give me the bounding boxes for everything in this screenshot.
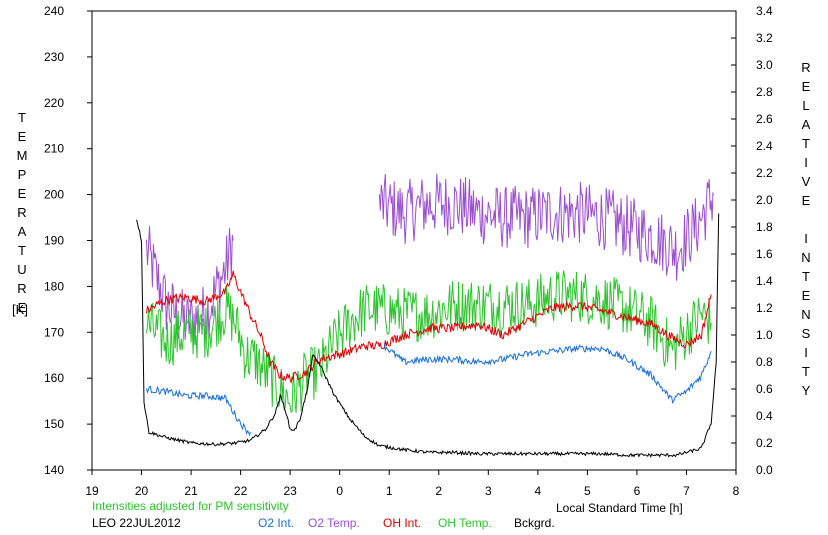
adjusted-note: Intensities adjusted for PM sensitivity: [92, 499, 289, 513]
series-line-bckgrd: [136, 213, 720, 458]
left-axis-letter: E: [17, 300, 27, 315]
legend-item: OH Temp.: [438, 516, 492, 530]
left-axis-letter: R: [17, 281, 27, 296]
right-axis: 0.0 0.2 0.4 0.6 0.8 1.0 1.2 1.4 1.6 1.8 2.0 2.2 2.4 2…: [731, 4, 773, 477]
right-tick-label: 0.6: [756, 382, 773, 396]
series-line-o2-int: [146, 385, 251, 437]
x-tick-label: 2: [435, 484, 442, 498]
right-tick-label: 1.4: [756, 274, 773, 288]
right-axis-letter: L: [802, 98, 810, 113]
left-tick-label: 170: [44, 325, 64, 339]
x-tick-label: 23: [283, 484, 297, 498]
x-tick-label: 4: [535, 484, 542, 498]
right-tick-label: 2.0: [756, 193, 773, 207]
right-tick-label: 2.2: [756, 166, 773, 180]
left-axis-letter: U: [17, 262, 27, 277]
right-axis-letter: T: [802, 269, 810, 284]
left-tick-label: 160: [44, 371, 64, 385]
x-tick-label: 8: [733, 484, 740, 498]
left-tick-label: 140: [44, 463, 64, 477]
right-axis-letter: I: [804, 155, 808, 170]
x-tick-label: 7: [683, 484, 690, 498]
left-axis: 140 150 160 170 180 190 200 210 220 230 240: [44, 4, 92, 477]
right-axis-letter: R: [801, 60, 811, 75]
right-axis-letter: T: [802, 136, 810, 151]
left-axis-unit: [K]: [12, 302, 28, 317]
right-axis-letter: I: [804, 231, 808, 246]
x-tick-label: 21: [184, 484, 198, 498]
right-axis-letter: E: [801, 288, 811, 303]
right-tick-label: 3.0: [756, 58, 773, 72]
left-axis-letter: A: [17, 224, 27, 239]
left-tick-label: 210: [44, 142, 64, 156]
left-tick-label: 190: [44, 234, 64, 248]
right-tick-label: 1.8: [756, 220, 773, 234]
legend-item: O2 Temp.: [308, 516, 360, 530]
right-tick-label: 1.6: [756, 247, 773, 261]
right-tick-label: 1.0: [756, 328, 773, 342]
x-axis-label: Local Standard Time [h]: [556, 501, 683, 515]
left-axis-letter: E: [17, 186, 27, 201]
series-line-o2-temp: [378, 173, 715, 281]
right-tick-label: 3.2: [756, 31, 773, 45]
x-tick-label: 6: [634, 484, 641, 498]
right-tick-label: 2.8: [756, 85, 773, 99]
left-axis-letter: T: [18, 243, 26, 258]
series-line-oh-temp: [146, 270, 712, 414]
right-tick-label: 0.0: [756, 463, 773, 477]
x-tick-label: 3: [485, 484, 492, 498]
x-tick-label: 20: [135, 484, 149, 498]
right-axis-letter: T: [802, 364, 810, 379]
left-axis-letter: M: [16, 148, 28, 163]
x-tick-label: 22: [234, 484, 248, 498]
right-axis-letter: N: [801, 250, 811, 265]
left-axis-letter: R: [17, 205, 27, 220]
x-axis: 19 20 21 22 23 0 1 2 3 4 5 6 7 8: [85, 470, 740, 498]
x-tick-label: 0: [336, 484, 343, 498]
station-date-label: LEO 22JUL2012: [92, 516, 181, 530]
right-tick-label: 0.2: [756, 436, 773, 450]
legend-item: OH Int.: [383, 516, 422, 530]
right-tick-label: 3.4: [756, 4, 773, 18]
right-axis-letter: [796, 210, 816, 229]
right-axis-letter: E: [801, 193, 811, 208]
x-tick-label: 19: [85, 484, 99, 498]
legend-item: O2 Int.: [258, 516, 295, 530]
left-tick-label: 230: [44, 50, 64, 64]
right-axis-letter: A: [801, 117, 811, 132]
right-axis-letter: V: [801, 174, 811, 189]
right-tick-label: 0.4: [756, 409, 773, 423]
left-tick-label: 180: [44, 279, 64, 293]
series-line-oh-int: [146, 270, 712, 385]
right-axis-letter: S: [801, 326, 811, 341]
left-tick-label: 220: [44, 96, 64, 110]
left-tick-label: 240: [44, 4, 64, 18]
right-axis-letter: I: [804, 345, 808, 360]
series-layer: [136, 173, 720, 458]
left-axis-letter: P: [17, 167, 27, 182]
left-axis-letter: T: [18, 110, 26, 125]
right-axis-letter: N: [801, 307, 811, 322]
right-tick-label: 2.6: [756, 112, 773, 126]
left-tick-label: 200: [44, 188, 64, 202]
right-axis-letter: E: [801, 79, 811, 94]
x-tick-label: 5: [584, 484, 591, 498]
left-tick-label: 150: [44, 417, 64, 431]
right-tick-label: 2.4: [756, 139, 773, 153]
x-tick-label: 1: [386, 484, 393, 498]
right-axis-letter: Y: [801, 383, 811, 398]
legend-item: Bckgrd.: [514, 516, 555, 530]
series-line-o2-int: [383, 343, 712, 404]
left-axis-letter: E: [17, 129, 27, 144]
right-tick-label: 0.8: [756, 355, 773, 369]
right-tick-label: 1.2: [756, 301, 773, 315]
